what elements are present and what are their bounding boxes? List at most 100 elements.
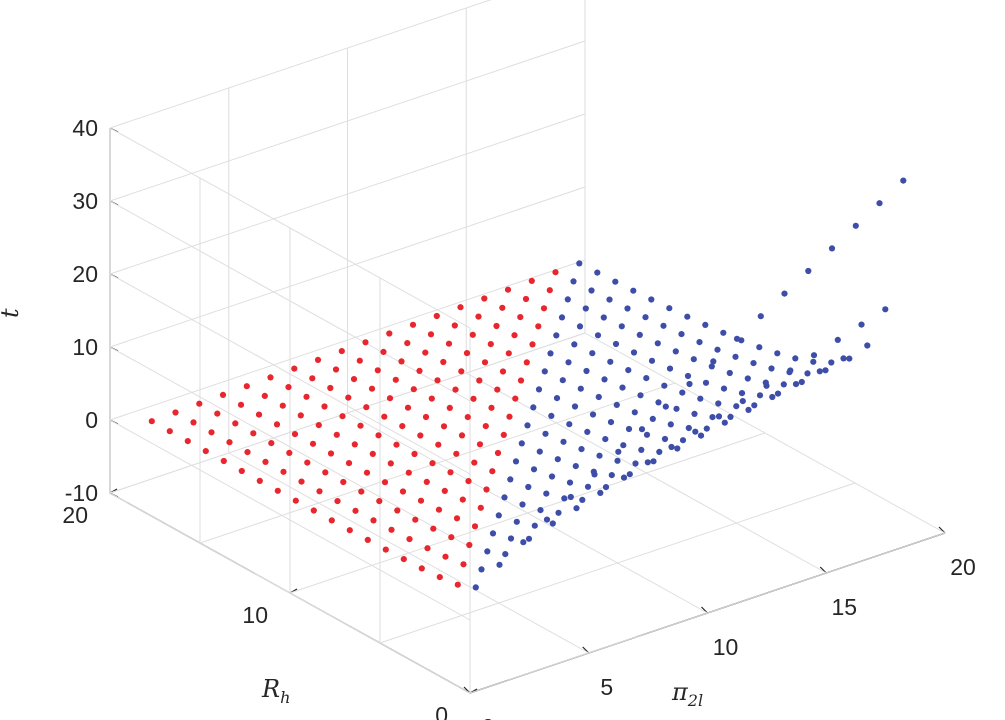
data-point [499, 304, 506, 311]
data-point [399, 488, 407, 495]
data-point [638, 446, 645, 453]
data-point [519, 501, 526, 508]
data-point [286, 449, 293, 456]
data-point [427, 331, 435, 338]
data-point [643, 431, 651, 438]
data-point [362, 339, 369, 346]
data-point [732, 353, 739, 360]
data-point [656, 448, 663, 455]
data-point [667, 421, 674, 428]
data-point [542, 430, 549, 437]
data-point [828, 359, 835, 366]
data-point [441, 487, 448, 494]
data-point [422, 413, 430, 421]
data-point [697, 395, 704, 402]
data-point [548, 412, 555, 419]
data-point [507, 535, 515, 542]
data-point [606, 296, 613, 303]
data-point [478, 566, 485, 573]
data-point [625, 425, 633, 433]
data-point [363, 404, 370, 411]
data-point [471, 459, 478, 466]
data-point [745, 406, 752, 413]
data-point [547, 350, 554, 357]
data-point [442, 553, 449, 560]
data-point [612, 278, 619, 285]
data-point [686, 380, 693, 388]
data-point [644, 459, 651, 466]
data-point [484, 548, 491, 555]
data-point [412, 516, 419, 523]
data-point [410, 386, 417, 393]
data-point [494, 386, 501, 393]
data-point [852, 222, 859, 229]
data-point [601, 376, 608, 383]
data-point [454, 581, 461, 588]
data-point [417, 432, 424, 439]
data-point [577, 385, 584, 392]
data-point [882, 306, 889, 313]
data-point [798, 378, 805, 386]
data-point [250, 430, 257, 437]
data-point [322, 469, 329, 476]
data-point [715, 400, 722, 407]
y-tick-label: 20 [62, 502, 88, 528]
data-point [358, 488, 365, 495]
data-point [487, 341, 494, 348]
data-point [702, 379, 710, 386]
data-point [399, 423, 406, 430]
data-point [374, 367, 381, 374]
data-point [549, 520, 556, 527]
data-point [493, 322, 500, 330]
data-point [369, 450, 376, 457]
data-point [685, 424, 692, 432]
data-point [756, 392, 764, 399]
y-tick-label: 0 [435, 702, 448, 720]
data-point [578, 446, 585, 453]
data-point [465, 478, 472, 485]
data-point [589, 350, 596, 357]
data-point [148, 418, 155, 425]
data-point [721, 419, 728, 426]
data-point [691, 410, 698, 417]
data-point [291, 365, 298, 372]
data-point [541, 368, 548, 375]
grid-line [199, 382, 676, 544]
data-point [436, 574, 443, 581]
data-point [393, 441, 400, 448]
data-point [381, 479, 389, 486]
data-point [525, 483, 532, 491]
data-point [733, 403, 740, 410]
data-point [607, 358, 614, 365]
data-point [460, 561, 467, 568]
data-point [429, 460, 436, 467]
data-point [376, 498, 383, 505]
data-point [555, 509, 562, 516]
data-point [400, 556, 407, 563]
data-point [481, 359, 489, 366]
data-point [477, 504, 484, 511]
data-point [631, 409, 638, 416]
data-point [291, 431, 299, 438]
data-point [690, 356, 697, 363]
data-point [472, 584, 479, 591]
data-point [584, 428, 591, 435]
data-point [834, 336, 841, 343]
data-point [672, 348, 679, 355]
data-point [620, 442, 627, 449]
data-point [172, 409, 179, 416]
data-point [548, 473, 556, 480]
data-point [476, 377, 483, 384]
data-point [726, 369, 733, 377]
data-point [756, 344, 763, 351]
data-point [405, 469, 412, 476]
data-point [571, 341, 578, 348]
data-point [184, 438, 191, 445]
data-point [679, 437, 687, 444]
data-point [643, 375, 650, 382]
data-point [570, 278, 577, 285]
data-point [679, 389, 686, 396]
grid-line [469, 532, 946, 694]
data-point [298, 478, 305, 485]
data-point [816, 368, 823, 375]
